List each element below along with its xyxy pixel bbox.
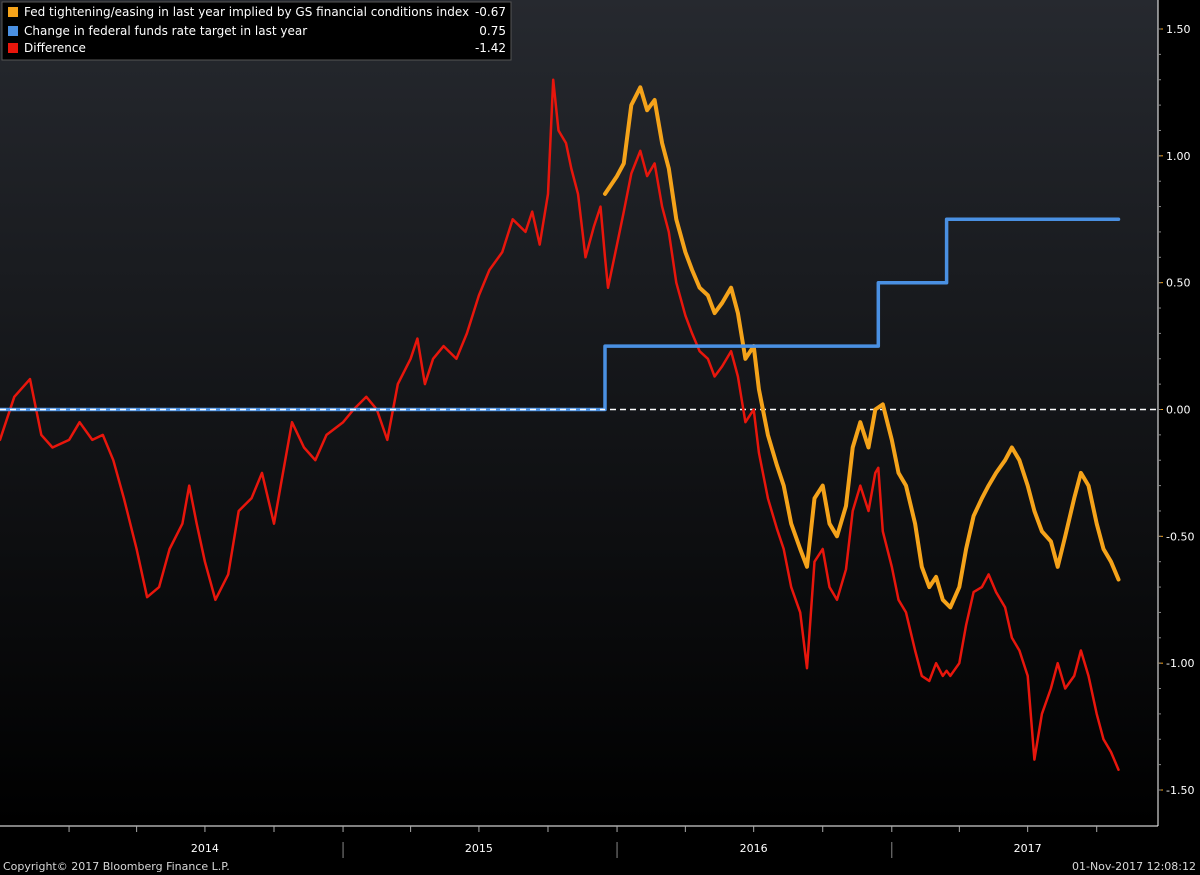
series-line-fci (603, 85, 1121, 610)
copyright-text: Copyright© 2017 Bloomberg Finance L.P. (3, 860, 230, 873)
timestamp-text: 01-Nov-2017 12:08:12 (1072, 860, 1196, 873)
y-tick-label: -0.50 (1166, 530, 1194, 543)
legend-label-fci: Fed tightening/easing in last year impli… (24, 5, 469, 19)
x-tick-label: 2014 (191, 842, 219, 855)
legend-value-difference: -1.42 (475, 41, 506, 55)
axis-strip (0, 826, 1200, 875)
legend-box (1, 1, 512, 61)
legend-value-fci: -0.67 (475, 5, 506, 19)
series-line-difference (0, 78, 1120, 771)
y-tick-label: -1.50 (1166, 784, 1194, 797)
y-tick-label: 1.00 (1166, 150, 1191, 163)
legend: Fed tightening/easing in last year impli… (1, 1, 512, 61)
legend-swatch-fci (8, 7, 18, 17)
y-tick-label: 0.00 (1166, 404, 1191, 417)
x-tick-label: 2016 (740, 842, 768, 855)
x-tick-label: 2017 (1014, 842, 1042, 855)
legend-swatch-ffr (8, 26, 18, 36)
y-tick-label: -1.00 (1166, 657, 1194, 670)
right-axis-strip (1158, 0, 1200, 826)
legend-swatch-difference (8, 43, 18, 53)
legend-value-ffr: 0.75 (479, 24, 506, 38)
x-tick-label: 2015 (465, 842, 493, 855)
y-tick-label: 0.50 (1166, 277, 1191, 290)
plot-background (0, 0, 1158, 826)
legend-label-ffr: Change in federal funds rate target in l… (24, 24, 307, 38)
legend-label-difference: Difference (24, 41, 86, 55)
series-line-ffr (0, 217, 1121, 412)
y-tick-label: 1.50 (1166, 23, 1191, 36)
